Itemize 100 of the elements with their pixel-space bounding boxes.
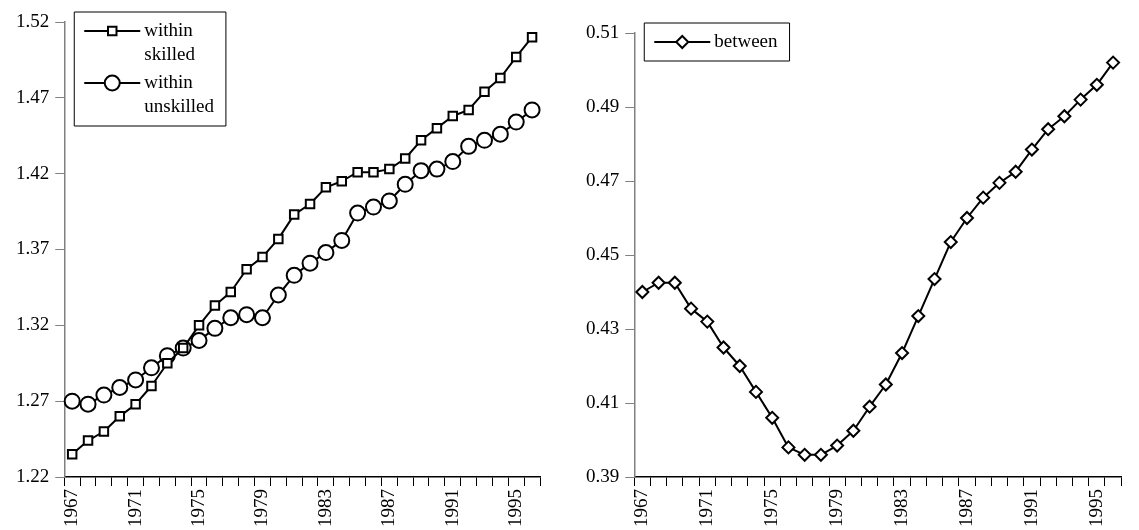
x-tick-label: 1995 — [1084, 489, 1106, 527]
y-tick-label: 0.39 — [586, 464, 620, 486]
point — [479, 86, 490, 98]
x-tick-label: 1991 — [440, 489, 462, 527]
legend-label: between — [714, 29, 779, 51]
legend-label: within unskilled — [144, 70, 215, 116]
point — [635, 285, 650, 299]
point — [927, 272, 942, 287]
point — [1106, 55, 1121, 70]
y-tick-label: 1.22 — [16, 464, 50, 486]
y-tick-label: 0.43 — [586, 316, 620, 338]
point — [269, 286, 287, 304]
point — [193, 320, 205, 331]
point — [959, 211, 974, 225]
x-tick-label: 1983 — [313, 489, 335, 527]
point — [651, 275, 666, 290]
point — [336, 176, 348, 187]
point — [911, 309, 926, 324]
point — [523, 101, 541, 119]
point — [846, 423, 861, 438]
y-tick-label: 1.42 — [16, 161, 50, 183]
point — [333, 231, 351, 249]
point — [460, 137, 478, 155]
point — [1041, 122, 1056, 137]
y-tick-label: 1.32 — [16, 313, 50, 335]
point — [162, 358, 173, 369]
x-tick-label: 1975 — [187, 489, 209, 527]
point — [1073, 92, 1088, 107]
y-tick-label: 0.49 — [586, 94, 620, 116]
point — [684, 301, 699, 316]
x-tick-label: 1987 — [377, 489, 399, 527]
point — [878, 377, 893, 392]
point — [222, 309, 240, 327]
point — [225, 286, 237, 298]
x-tick-label: 1979 — [825, 489, 847, 527]
x-tick-label: 1971 — [695, 489, 717, 527]
point — [288, 209, 300, 220]
point — [447, 110, 459, 122]
x-tick-label: 1995 — [504, 489, 526, 527]
point — [317, 244, 335, 262]
point — [285, 266, 303, 284]
point — [700, 314, 715, 329]
point — [862, 399, 877, 414]
y-tick-label: 0.51 — [586, 20, 620, 42]
point — [142, 359, 160, 377]
point — [349, 204, 367, 222]
point — [507, 113, 525, 131]
point — [491, 125, 509, 143]
y-tick-label: 1.27 — [16, 389, 50, 411]
point — [368, 166, 379, 178]
y-tick-label: 0.45 — [586, 242, 620, 264]
point — [304, 198, 316, 210]
point — [476, 131, 493, 149]
point — [301, 254, 319, 272]
point — [895, 346, 910, 361]
y-tick-label: 1.47 — [16, 85, 50, 107]
point — [79, 395, 97, 413]
point — [431, 122, 443, 134]
point — [992, 175, 1007, 190]
point — [415, 135, 427, 146]
point — [1089, 77, 1104, 92]
y-tick-label: 1.37 — [16, 237, 50, 259]
point — [364, 198, 382, 216]
y-tick-label: 1.52 — [16, 9, 50, 31]
point — [510, 51, 522, 63]
point — [253, 309, 271, 327]
point — [257, 251, 268, 263]
x-tick-label: 1987 — [954, 489, 976, 527]
point — [352, 166, 363, 178]
point — [444, 153, 462, 171]
point — [98, 426, 110, 437]
y-tick-label: 0.41 — [586, 390, 620, 412]
point — [1024, 142, 1039, 157]
point — [412, 162, 430, 180]
point — [238, 306, 256, 324]
point — [384, 163, 395, 175]
point — [781, 440, 796, 455]
point — [320, 182, 332, 193]
point — [241, 263, 252, 275]
x-tick-label: 1979 — [250, 489, 272, 527]
x-tick-label: 1967 — [630, 489, 652, 527]
point — [943, 235, 958, 250]
point — [396, 175, 414, 193]
y-tick-label: 0.47 — [586, 168, 620, 190]
point — [667, 275, 682, 290]
point — [399, 153, 411, 164]
point — [66, 449, 78, 460]
x-tick-label: 1991 — [1019, 489, 1041, 527]
point — [95, 386, 113, 404]
point — [976, 190, 991, 205]
x-tick-label: 1975 — [760, 489, 782, 527]
x-tick-label: 1971 — [123, 489, 145, 527]
point — [797, 447, 812, 462]
point — [495, 72, 506, 84]
x-tick-label: 1967 — [60, 489, 82, 527]
point — [380, 192, 398, 210]
point — [463, 104, 474, 116]
point — [428, 160, 446, 178]
point — [130, 398, 141, 410]
point — [273, 233, 284, 245]
